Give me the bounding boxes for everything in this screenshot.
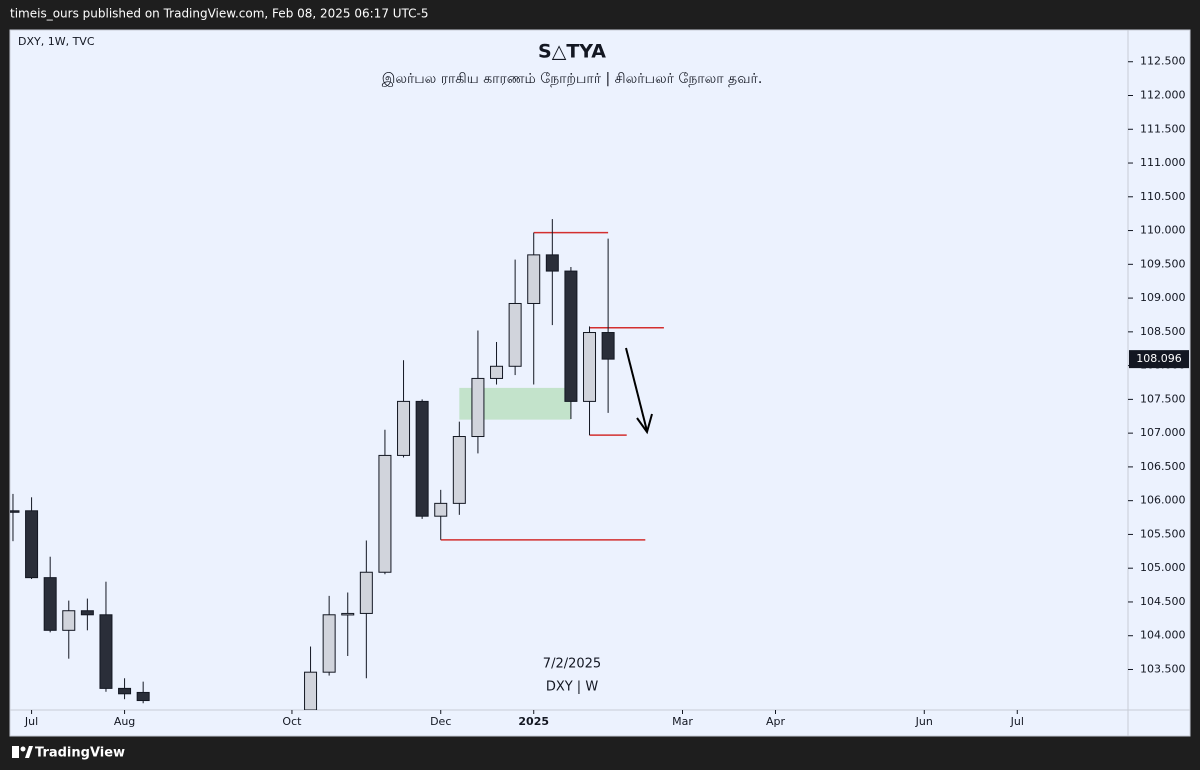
candle-body (508, 302, 522, 367)
y-tick-label: 111.000 (1140, 156, 1186, 169)
tv-logo (12, 746, 33, 758)
last-price-label: 108.096 (1136, 352, 1182, 365)
candle-body (471, 377, 485, 438)
chart-panel (9, 29, 1191, 737)
y-tick-label: 111.500 (1140, 122, 1186, 135)
y-tick-label: 106.500 (1140, 460, 1186, 473)
watermark-date: 7/2/2025 (543, 657, 601, 672)
x-tick-label: 2025 (518, 715, 549, 728)
y-tick-label: 105.500 (1140, 527, 1186, 540)
x-tick-label: Dec (430, 715, 451, 728)
y-tick-label: 112.500 (1140, 55, 1186, 68)
x-tick-label: Jul (24, 715, 38, 728)
y-tick-label: 107.500 (1140, 392, 1186, 405)
candle-body (378, 454, 392, 573)
y-tick-label: 112.000 (1140, 89, 1186, 102)
footer-brand: TradingView (35, 746, 125, 761)
candle-body (322, 614, 336, 673)
candle-body (434, 502, 448, 517)
y-tick-label: 106.000 (1140, 494, 1186, 507)
candle-body (583, 332, 597, 402)
candle-body (527, 254, 541, 304)
candle-body (304, 671, 318, 710)
y-tick-label: 110.500 (1140, 190, 1186, 203)
plot (10, 219, 664, 710)
y-tick-label: 107.000 (1140, 426, 1186, 439)
y-tick-label: 108.500 (1140, 325, 1186, 338)
y-tick-label: 104.000 (1140, 629, 1186, 642)
y-tick-label: 104.500 (1140, 595, 1186, 608)
chart-subtitle: இலர்பல ராகிய காரணம் நோற்பார் | சிலர்பலர்… (382, 71, 763, 87)
chart-title: S△TYA (538, 41, 606, 63)
candle-body (490, 365, 504, 379)
x-tick-label: Jul (1010, 715, 1024, 728)
y-tick-label: 103.500 (1140, 662, 1186, 675)
symbol-info: DXY, 1W, TVC (18, 35, 95, 48)
y-tick-label: 109.500 (1140, 257, 1186, 270)
x-tick-label: Apr (766, 715, 786, 728)
candle-body (341, 612, 355, 616)
candle-body (136, 691, 150, 702)
x-tick-label: Oct (282, 715, 302, 728)
candle-body (99, 614, 113, 689)
candle-body (10, 510, 20, 513)
x-tick-label: Mar (672, 715, 693, 728)
candle-body (118, 687, 132, 695)
candle-body (415, 400, 429, 517)
last-price-tag (1129, 350, 1189, 369)
y-tick-label: 110.000 (1140, 224, 1186, 237)
publish-header: timeis_ours published on TradingView.com… (10, 7, 429, 21)
arrow (625, 347, 653, 435)
candle-body (80, 610, 94, 616)
axes: 103.500 104.000 104.500 105.000 105.500 106.0… (24, 55, 1189, 728)
candle-body (601, 332, 615, 360)
candle-body (43, 577, 57, 631)
candle-body (452, 436, 466, 504)
y-tick-label: 109.000 (1140, 291, 1186, 304)
y-tick-label: 105.000 (1140, 561, 1186, 574)
candle-body (25, 510, 39, 579)
watermark-symbol: DXY | W (546, 680, 599, 695)
candle-body (564, 270, 578, 402)
x-tick-label: Aug (114, 715, 135, 728)
candle-body (62, 610, 76, 631)
x-tick-label: Jun (915, 715, 933, 728)
candle-body (545, 254, 559, 272)
candle-body (359, 571, 373, 614)
candle-body (397, 400, 411, 456)
